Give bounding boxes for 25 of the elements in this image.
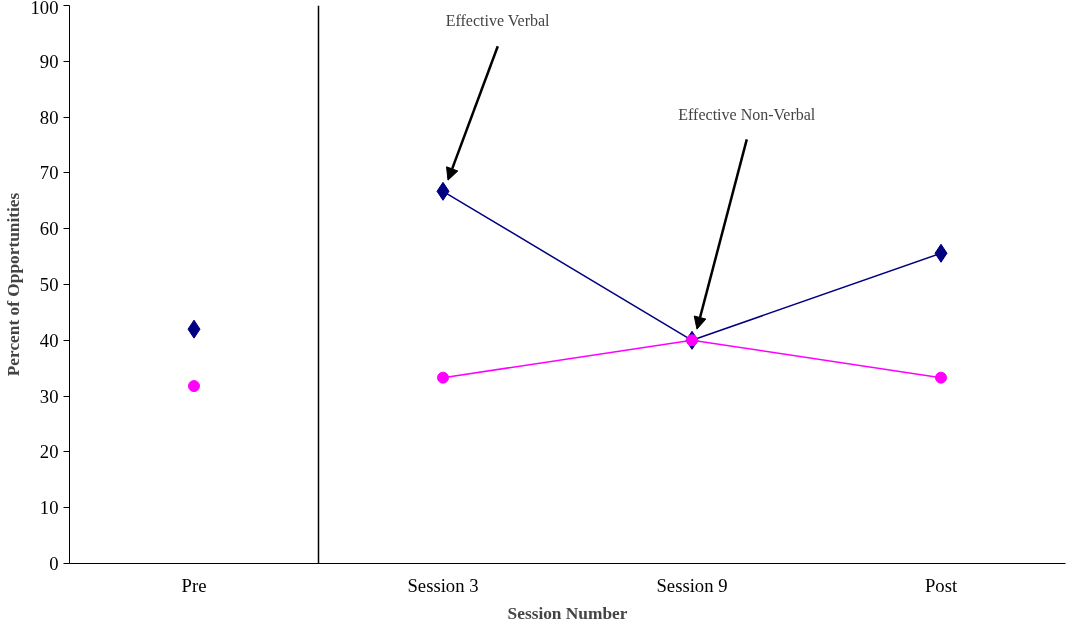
annotation: Effective Non-Verbal (678, 105, 816, 123)
annotation: Effective Verbal (445, 12, 551, 30)
y-tick-label: 20 (39, 441, 59, 463)
y-tick-label: 50 (39, 274, 59, 295)
point (935, 371, 947, 384)
y-tick-label: 90 (39, 50, 59, 72)
y-axis-title: Percent of Opportunities (3, 192, 23, 377)
y-tick-label: 10 (39, 497, 59, 519)
x-tick-label: Session 3 (407, 574, 479, 596)
y-tick-label: 0 (49, 553, 59, 574)
y-tick-label: 70 (39, 162, 59, 184)
y-tick-label: 100 (30, 0, 59, 18)
x-tick-label: Pre (181, 574, 207, 596)
point (188, 380, 200, 393)
point (187, 319, 201, 339)
point (436, 181, 450, 201)
point (437, 371, 449, 384)
y-tick-label: 60 (39, 218, 59, 240)
point (934, 243, 948, 263)
x-tick-label: Session 9 (656, 574, 728, 596)
y-tick-label: 80 (39, 106, 59, 128)
x-axis-title: Session Number (507, 603, 628, 623)
x-tick-label: Post (924, 574, 958, 596)
y-tick-label: 30 (39, 385, 59, 407)
y-tick-label: 40 (39, 329, 59, 351)
